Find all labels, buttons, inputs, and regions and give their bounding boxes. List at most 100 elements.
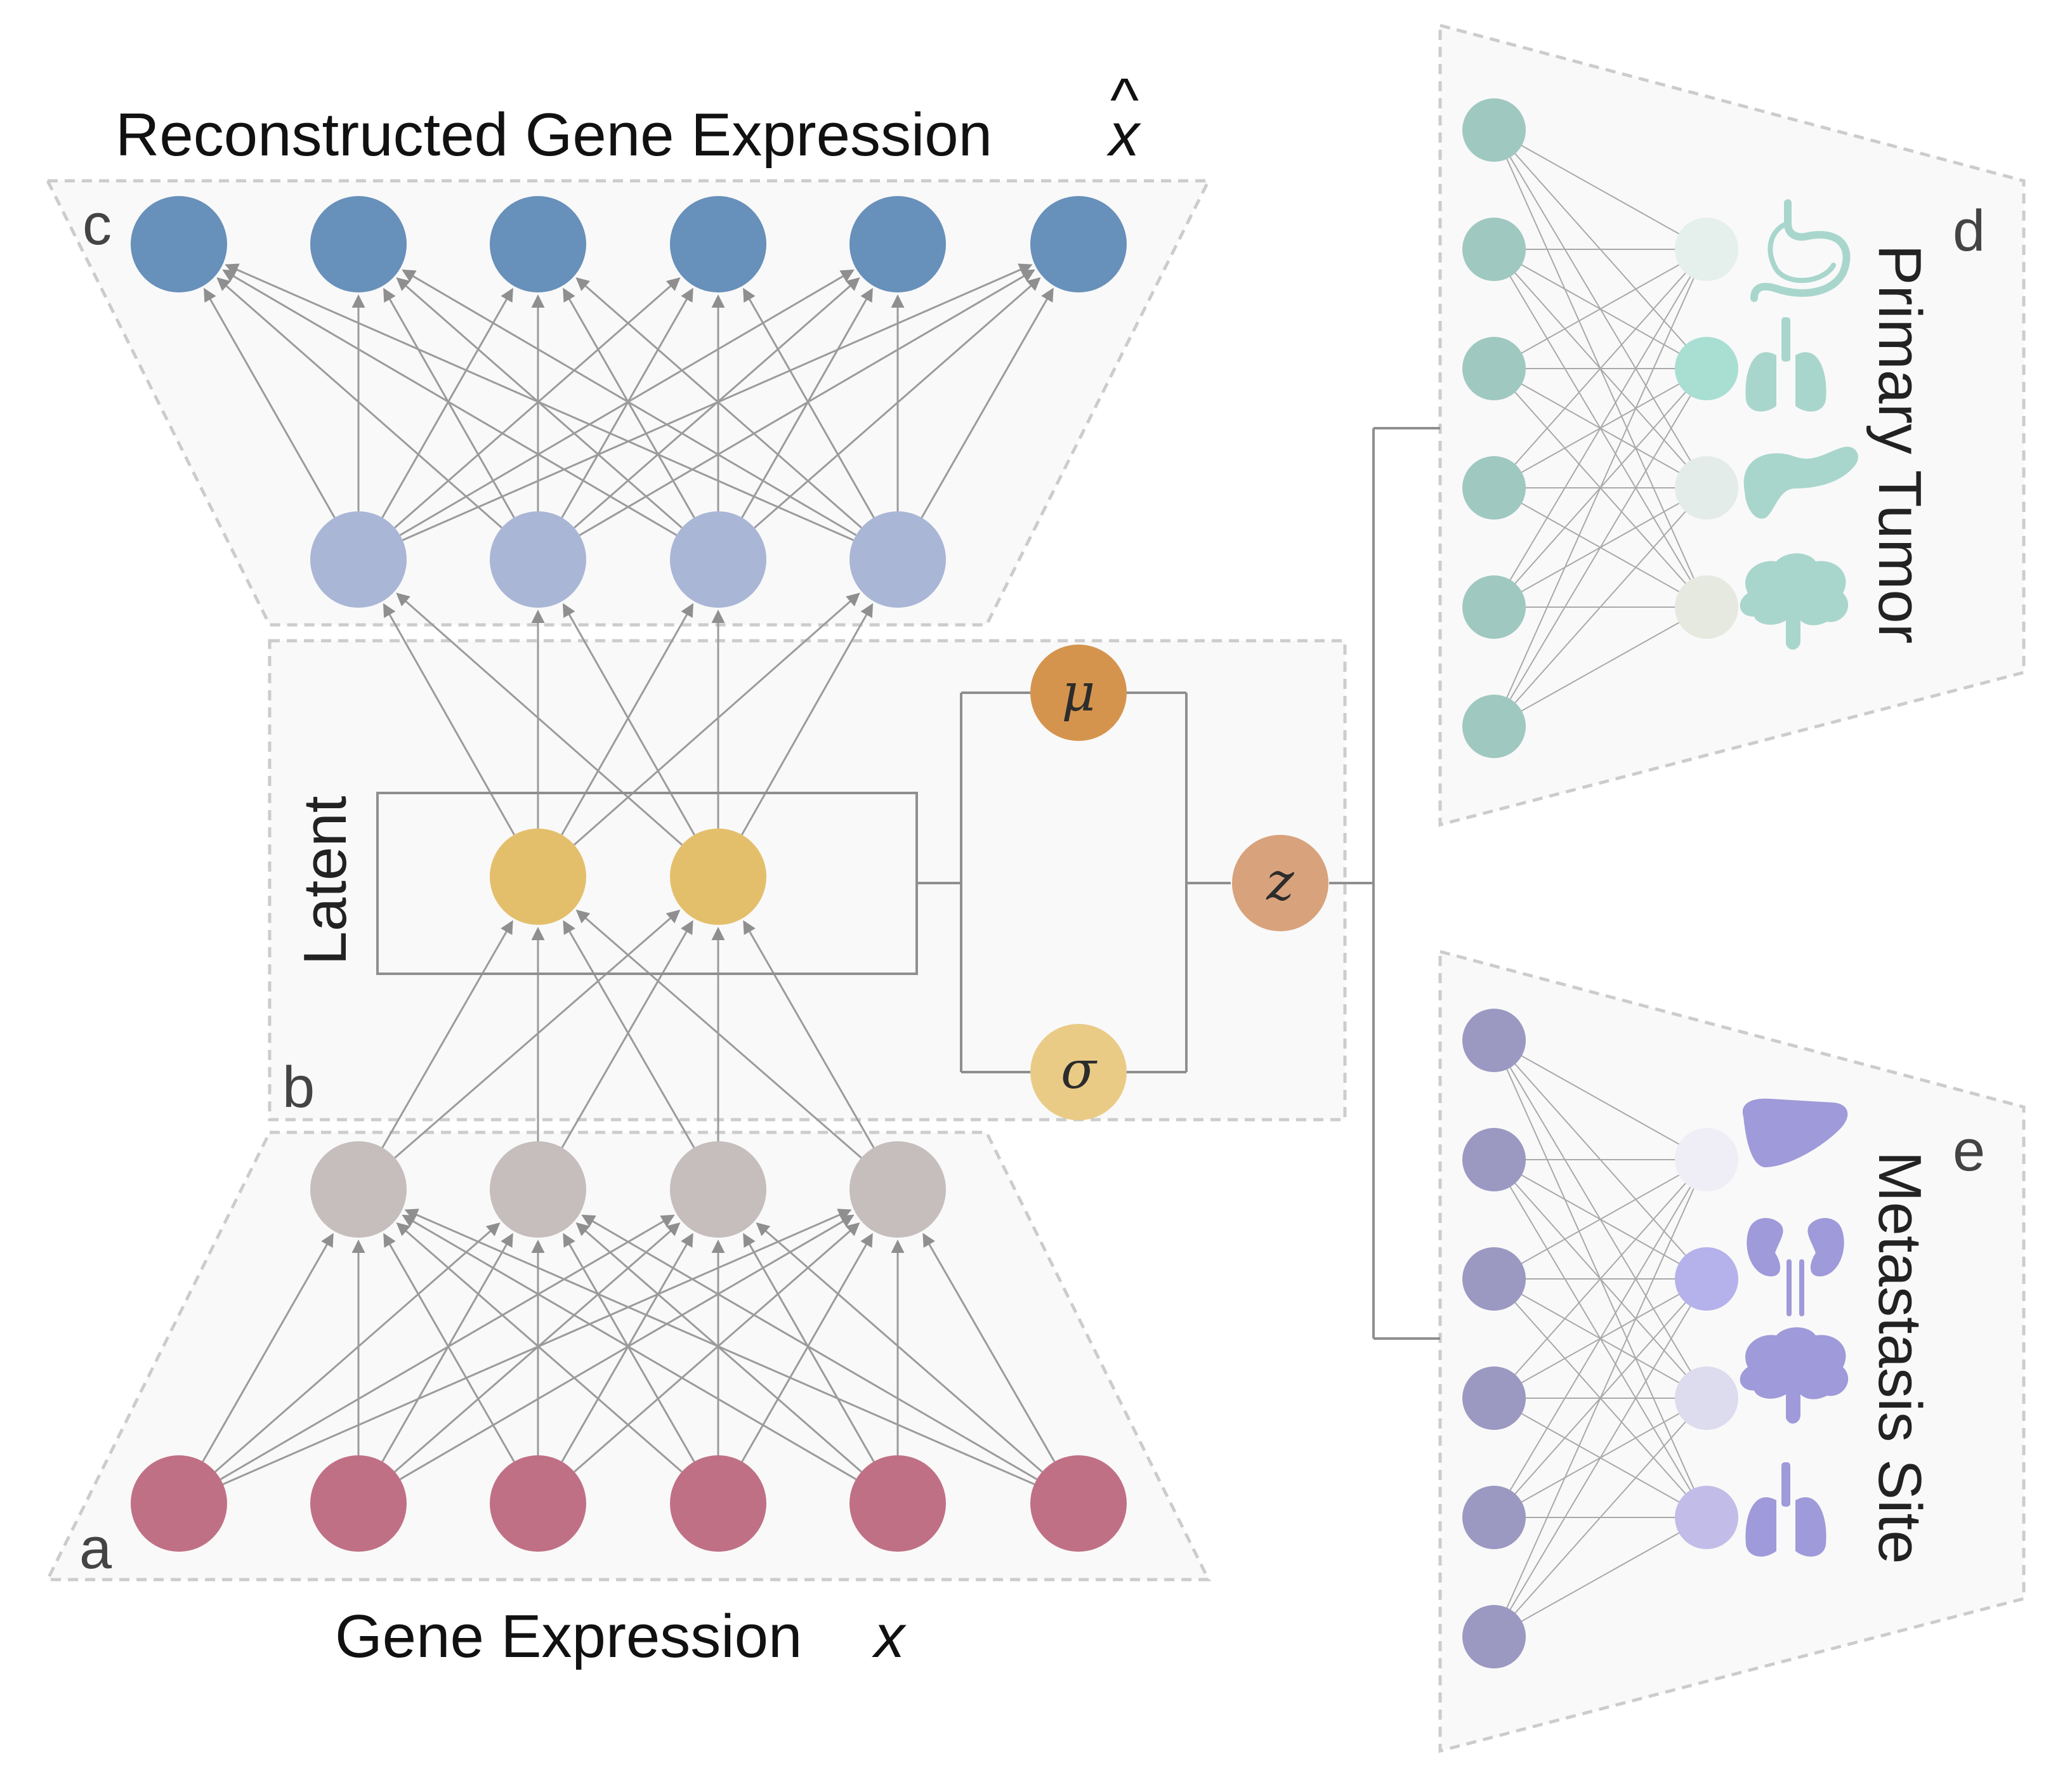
edge-decoder-to-output bbox=[743, 287, 875, 518]
decoder-hidden-node bbox=[490, 511, 586, 608]
output-node bbox=[849, 196, 946, 292]
edge-decoder-to-output bbox=[575, 277, 862, 529]
kidneys-icon bbox=[1747, 1217, 1844, 1316]
edge-input-to-encoder bbox=[743, 1233, 875, 1462]
edge-latent-to-decoder bbox=[396, 593, 683, 846]
bottom-title-symbol: x bbox=[872, 1602, 907, 1670]
primary-output-node bbox=[1675, 575, 1738, 639]
edge-encoder-to-latent bbox=[394, 909, 681, 1159]
primary-input-node bbox=[1462, 575, 1526, 639]
mu-node bbox=[1030, 645, 1127, 741]
panel-letter-c: c bbox=[82, 192, 112, 257]
decoder-hidden-node bbox=[849, 511, 946, 608]
panel-letter-a: a bbox=[79, 1516, 112, 1581]
metastasis-edge bbox=[1493, 1159, 1707, 1518]
metastasis-edge bbox=[1493, 1040, 1707, 1160]
decoder-hidden-node bbox=[310, 511, 407, 608]
primary-edge bbox=[1493, 487, 1707, 727]
metastasis-input-node bbox=[1462, 1009, 1526, 1072]
output-node bbox=[310, 196, 407, 292]
latent-node bbox=[670, 829, 766, 925]
metastasis-edge bbox=[1493, 1517, 1707, 1637]
encoder-hidden-node bbox=[849, 1141, 946, 1238]
edge-encoder-to-latent bbox=[743, 920, 875, 1148]
edge-decoder-to-output bbox=[399, 269, 855, 536]
edge-input-to-encoder bbox=[756, 1222, 1043, 1473]
edge-input-to-encoder bbox=[381, 1233, 513, 1462]
metastasis-output-node bbox=[1675, 1366, 1738, 1430]
output-node bbox=[131, 196, 227, 292]
metastasis-input-node bbox=[1462, 1247, 1526, 1311]
edge-decoder-to-output bbox=[381, 287, 513, 518]
pancreas-icon bbox=[1743, 447, 1858, 519]
edge-input-to-encoder bbox=[214, 1222, 501, 1473]
primary-input-node bbox=[1462, 98, 1526, 162]
primary-output-node bbox=[1675, 218, 1738, 281]
metastasis-edge bbox=[1493, 1278, 1707, 1637]
mu-label: μ bbox=[1061, 663, 1095, 723]
edge-decoder-to-output bbox=[574, 277, 860, 529]
metastasis-output-node bbox=[1675, 1128, 1738, 1191]
edge-input-to-encoder bbox=[394, 1222, 681, 1473]
primary-edge bbox=[1493, 606, 1707, 727]
edge-input-to-encoder bbox=[383, 1233, 515, 1462]
edge-input-to-encoder bbox=[396, 1222, 683, 1473]
liver-icon bbox=[1742, 1098, 1848, 1168]
z-label: z bbox=[1266, 852, 1294, 912]
metastasis-input-node bbox=[1462, 1605, 1526, 1668]
edge-input-to-encoder bbox=[581, 1214, 1038, 1481]
latent-node bbox=[490, 829, 586, 925]
edge-input-to-encoder bbox=[561, 1233, 693, 1462]
edge-latent-to-decoder bbox=[741, 603, 874, 835]
edge-latent-to-decoder bbox=[563, 603, 695, 835]
panel-letter-d: d bbox=[1953, 199, 1985, 263]
input-node bbox=[670, 1455, 766, 1552]
metastasis-edge bbox=[1493, 1398, 1707, 1637]
bottom-title: Gene Expression bbox=[335, 1602, 802, 1670]
input-node bbox=[310, 1455, 407, 1552]
stomach-icon bbox=[1750, 199, 1851, 302]
edge-encoder-to-latent bbox=[561, 920, 693, 1148]
brain-icon bbox=[1740, 1327, 1849, 1424]
input-node bbox=[131, 1455, 227, 1552]
edge-decoder-to-output bbox=[222, 269, 678, 536]
decoder-hidden-node bbox=[670, 511, 766, 608]
edge-decoder-to-output bbox=[561, 287, 693, 518]
output-node bbox=[490, 196, 586, 292]
edge-input-to-encoder bbox=[202, 1233, 334, 1462]
brain-icon bbox=[1740, 553, 1849, 650]
edges-layer bbox=[202, 129, 1707, 1637]
primary-input-node bbox=[1462, 337, 1526, 400]
sigma-node bbox=[1030, 1024, 1127, 1120]
input-node bbox=[490, 1455, 586, 1552]
encoder-hidden-node bbox=[670, 1141, 766, 1238]
edge-encoder-to-latent bbox=[575, 909, 862, 1159]
panel-metastasis-site bbox=[1438, 949, 2026, 1753]
primary-output-node bbox=[1675, 337, 1738, 400]
panel-letter-b: b bbox=[282, 1055, 315, 1120]
edge-input-to-encoder bbox=[402, 1214, 857, 1481]
metastasis-edge bbox=[1493, 1159, 1707, 1637]
edge-decoder-to-output bbox=[563, 287, 695, 518]
primary-edge bbox=[1493, 129, 1707, 250]
top-title-hat: ^ bbox=[1110, 66, 1139, 134]
edge-decoder-to-output bbox=[225, 263, 855, 541]
sigma-label: σ bbox=[1061, 1040, 1098, 1101]
edge-decoder-to-output bbox=[216, 277, 502, 529]
edge-latent-to-decoder bbox=[574, 593, 860, 846]
panel-letter-e: e bbox=[1953, 1118, 1985, 1183]
edge-decoder-to-output bbox=[741, 287, 873, 518]
edge-decoder-to-output bbox=[921, 287, 1054, 518]
primary-input-node bbox=[1462, 456, 1526, 520]
metastasis-site-label: Metastasis Site bbox=[1866, 1151, 1934, 1564]
encoder-hidden-node bbox=[310, 1141, 407, 1238]
top-title: Reconstructed Gene Expression bbox=[115, 101, 992, 169]
primary-edge bbox=[1493, 249, 1707, 488]
metastasis-input-node bbox=[1462, 1486, 1526, 1549]
edge-encoder-to-latent bbox=[381, 920, 513, 1148]
encoder-hidden-node bbox=[490, 1141, 586, 1238]
primary-output-node bbox=[1675, 456, 1738, 520]
primary-tumor-label: Primary Tumor bbox=[1866, 244, 1934, 643]
